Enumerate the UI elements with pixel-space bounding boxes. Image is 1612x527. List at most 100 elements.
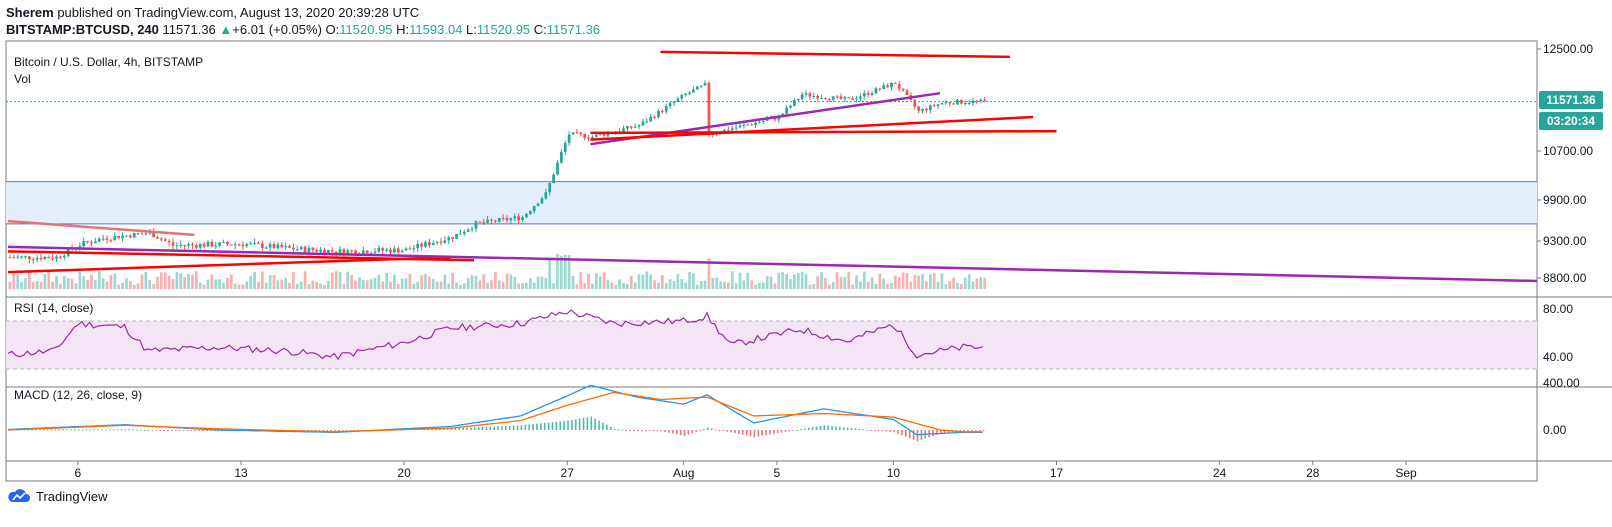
candle-body — [276, 244, 280, 249]
volume-bar — [773, 283, 777, 289]
candle-body — [723, 129, 726, 133]
price-tick-label: 10700.00 — [1543, 144, 1593, 158]
candle-body — [233, 244, 237, 246]
candle-body — [377, 248, 381, 252]
macd-histogram-bar — [606, 424, 608, 430]
macd-histogram-bar — [796, 429, 798, 431]
volume-bar — [385, 272, 388, 289]
candle-body — [793, 100, 796, 106]
symbol-label: BITSTAMP:BTCUSD, 240 — [6, 22, 159, 37]
macd-histogram-bar — [726, 430, 729, 432]
candle-body — [742, 124, 746, 126]
volume-bar — [276, 280, 280, 289]
trendline-support[interactable] — [590, 115, 1034, 141]
trendline-lower-early[interactable] — [7, 256, 451, 274]
volume-bar — [358, 277, 361, 289]
volume-bar — [862, 271, 866, 289]
candle-body — [552, 174, 555, 184]
macd-histogram-bar — [769, 430, 771, 435]
trendline-purple-long[interactable] — [7, 245, 1538, 283]
candle-body — [629, 126, 633, 128]
candle-body — [936, 104, 940, 107]
time-tick-label: 6 — [75, 466, 82, 480]
volume-bar — [769, 276, 773, 289]
volume-bar — [156, 276, 159, 289]
macd-histogram-bar — [559, 421, 562, 430]
volume-bar — [470, 275, 474, 289]
publisher-name: Sherem — [6, 5, 54, 20]
volume-bar — [676, 274, 680, 289]
candle-body — [396, 248, 400, 253]
time-tick-label: 5 — [774, 466, 781, 480]
candle-body — [684, 93, 688, 96]
trendline-horizontal[interactable] — [590, 129, 1057, 135]
macd-histogram-bar — [532, 424, 534, 430]
volume-bar — [31, 282, 35, 289]
macd-histogram-bar — [493, 426, 496, 430]
volume-bar — [528, 278, 532, 289]
trendline-faded[interactable] — [7, 219, 195, 237]
volume-bar — [187, 274, 190, 289]
candle-body — [334, 251, 338, 254]
volume-bar — [474, 275, 478, 289]
macd-histogram-bar — [458, 427, 461, 430]
volume-bar — [280, 279, 284, 289]
candle-body — [218, 242, 222, 246]
support-zone[interactable] — [6, 181, 1537, 224]
candle-body — [241, 244, 245, 247]
volume-bar — [443, 274, 447, 289]
volume-bar — [330, 272, 334, 289]
candle-body — [680, 95, 684, 99]
volume-bar — [70, 278, 74, 289]
macd-histogram-bar — [788, 430, 791, 432]
publish-info: Sherem published on TradingView.com, Aug… — [6, 5, 419, 20]
volume-bar — [8, 281, 12, 289]
macd-histogram-bar — [609, 426, 612, 430]
macd-histogram-bar — [213, 430, 216, 432]
trendline-resistance[interactable] — [660, 50, 1010, 59]
volume-bar — [24, 278, 27, 289]
volume-bar — [307, 284, 311, 289]
volume-bar — [431, 278, 435, 289]
tradingview-logo[interactable]: TradingView — [6, 486, 108, 506]
volume-bar — [191, 274, 194, 289]
macd-histogram-bar — [105, 429, 107, 431]
candle-body — [408, 248, 412, 250]
macd-histogram-bar — [474, 427, 476, 430]
macd-histogram-bar — [823, 425, 826, 430]
volume-bar — [793, 274, 796, 289]
candle-body — [746, 124, 750, 126]
candle-body — [342, 249, 346, 255]
candle-body — [855, 98, 858, 100]
macd-histogram-bar — [50, 429, 53, 431]
volume-bar — [303, 271, 307, 289]
candle-body — [229, 244, 233, 246]
axis-labels: 12500.00 10700.00 9900.00 9300.00 8800.00 80.… — [75, 42, 1594, 480]
low-value: 11520.95 — [476, 22, 531, 37]
candle-body — [160, 238, 163, 240]
volume-bar — [719, 281, 722, 289]
volume-bar — [334, 271, 338, 289]
candle-body — [672, 101, 676, 104]
volume-bar — [171, 279, 175, 289]
macd-histogram-bar — [108, 429, 111, 431]
candle-body — [295, 249, 299, 251]
candle-body — [210, 241, 214, 247]
candle-body — [330, 250, 334, 252]
macd-histogram-bar — [178, 430, 181, 431]
candle-body — [245, 244, 249, 247]
volume-bar — [870, 277, 874, 289]
volume-bar — [645, 271, 649, 289]
volume-bar — [12, 272, 16, 289]
candle-body — [521, 217, 524, 221]
candle-body — [202, 243, 206, 247]
volume-bar — [144, 271, 148, 289]
macd-histogram-bar — [971, 430, 973, 431]
candle-body — [435, 241, 439, 244]
macd-histogram-bar — [330, 430, 332, 431]
candle-body — [198, 243, 202, 248]
macd-histogram-bar — [893, 430, 895, 433]
trendlines[interactable] — [7, 50, 1538, 283]
volume-bar — [956, 282, 959, 289]
